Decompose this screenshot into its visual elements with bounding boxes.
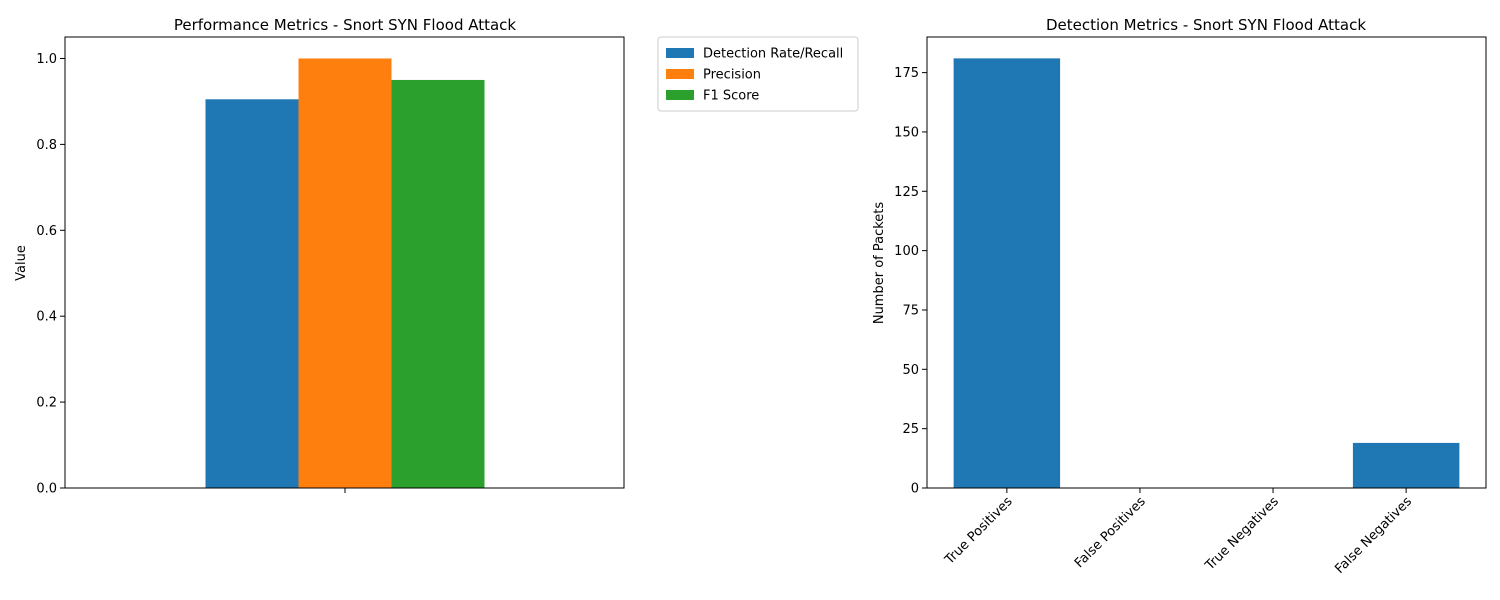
legend-swatch bbox=[666, 69, 694, 79]
y-tick-label: 0.4 bbox=[36, 310, 57, 325]
chart1-frame bbox=[64, 36, 625, 489]
chart2-x-axis: True Positives False Positives True Negati… bbox=[942, 488, 1415, 577]
chart2-bars bbox=[953, 58, 1460, 488]
chart1-bars bbox=[205, 58, 485, 489]
bar-precision bbox=[298, 58, 392, 488]
y-tick-label: 0 bbox=[911, 482, 919, 497]
y-tick-label: 1.0 bbox=[36, 52, 57, 67]
y-tick-label: 0.8 bbox=[36, 138, 57, 153]
y-tick-label: 50 bbox=[902, 363, 919, 378]
x-tick-label: True Negatives bbox=[1202, 494, 1282, 574]
y-tick-label: 150 bbox=[894, 125, 919, 140]
legend-swatch bbox=[666, 48, 694, 58]
x-tick-label: True Positives bbox=[942, 494, 1016, 568]
chart-detection-metrics: Detection Metrics - Snort SYN Flood Atta… bbox=[872, 16, 1487, 577]
legend-label: Detection Rate/Recall bbox=[703, 47, 843, 62]
y-tick-label: 100 bbox=[894, 244, 919, 259]
bar-detection-rate-recall bbox=[205, 99, 299, 489]
legend-label: F1 Score bbox=[703, 89, 759, 104]
legend-swatch bbox=[666, 90, 694, 100]
y-tick-label: 75 bbox=[902, 303, 919, 318]
chart1-y-axis: 0.0 0.2 0.4 0.6 0.8 1.0 bbox=[36, 52, 65, 497]
bar-f1-score bbox=[391, 79, 485, 488]
legend-label: Precision bbox=[703, 68, 761, 83]
chart2-title: Detection Metrics - Snort SYN Flood Atta… bbox=[1046, 16, 1366, 34]
chart2-ylabel: Number of Packets bbox=[872, 202, 887, 325]
x-tick-label: False Positives bbox=[1072, 494, 1149, 571]
chart1-legend: Detection Rate/Recall Precision F1 Score bbox=[657, 36, 859, 112]
chart-performance-metrics: Performance Metrics - Snort SYN Flood At… bbox=[14, 16, 859, 497]
y-tick-label: 175 bbox=[894, 66, 919, 81]
y-tick-label: 0.0 bbox=[36, 482, 57, 497]
y-tick-label: 0.6 bbox=[36, 224, 57, 239]
chart1-title: Performance Metrics - Snort SYN Flood At… bbox=[174, 16, 517, 34]
bar-false-negatives bbox=[1352, 442, 1460, 488]
x-tick-label: False Negatives bbox=[1332, 494, 1415, 577]
chart1-ylabel: Value bbox=[14, 245, 29, 281]
y-tick-label: 125 bbox=[894, 185, 919, 200]
legend-frame bbox=[657, 36, 859, 112]
y-tick-label: 0.2 bbox=[36, 396, 57, 411]
chart2-frame bbox=[926, 36, 1487, 489]
chart2-y-axis: 0 25 50 75 100 125 150 175 bbox=[894, 66, 927, 497]
y-tick-label: 25 bbox=[902, 422, 919, 437]
bar-true-positives bbox=[953, 58, 1061, 488]
